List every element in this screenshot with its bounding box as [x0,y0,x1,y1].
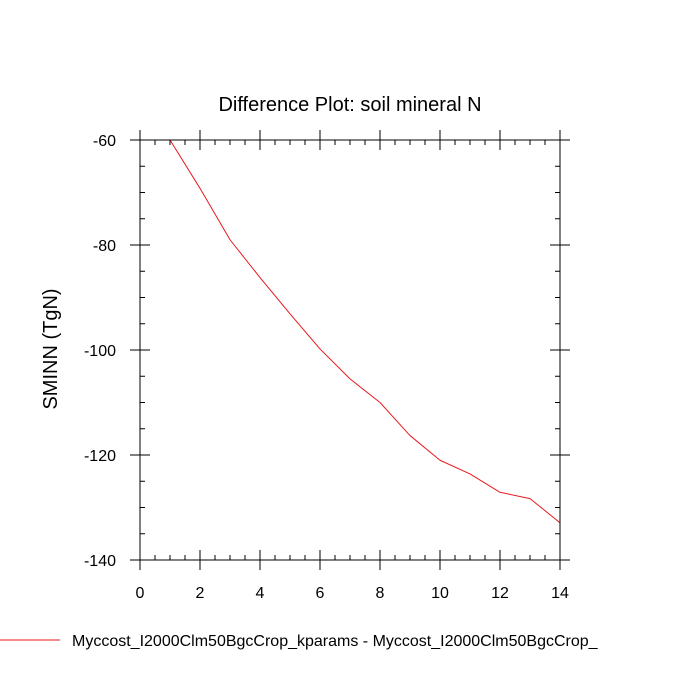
x-tick-label: 12 [491,585,509,602]
y-axis-label: SMINN (TgN) [40,288,62,409]
x-tick-label: 2 [196,585,205,602]
plot-frame [139,139,561,561]
x-tick-label: 4 [256,585,265,602]
y-tick-label: -100 [84,343,116,360]
y-tick-label: -140 [84,553,116,570]
x-tick-label: 8 [376,585,385,602]
y-tick-label: -60 [93,133,116,150]
x-tick-label: 10 [431,585,449,602]
series-line [169,139,561,524]
y-tick-label: -80 [93,238,116,255]
y-tick-label: -120 [84,448,116,465]
legend: Myccost_I2000Clm50BgcCrop_kparams - Mycc… [0,633,599,650]
x-tick-label: 6 [316,585,325,602]
chart-title: Difference Plot: soil mineral N [218,94,481,116]
data-series [169,139,561,524]
legend-label: Myccost_I2000Clm50BgcCrop_kparams - Mycc… [72,633,599,650]
x-tick-label: 14 [551,585,569,602]
x-tick-label: 0 [136,585,145,602]
tick-labels: 0 2 4 6 8 10 12 14 -60 -80 -100 -120 -140 [84,133,569,602]
